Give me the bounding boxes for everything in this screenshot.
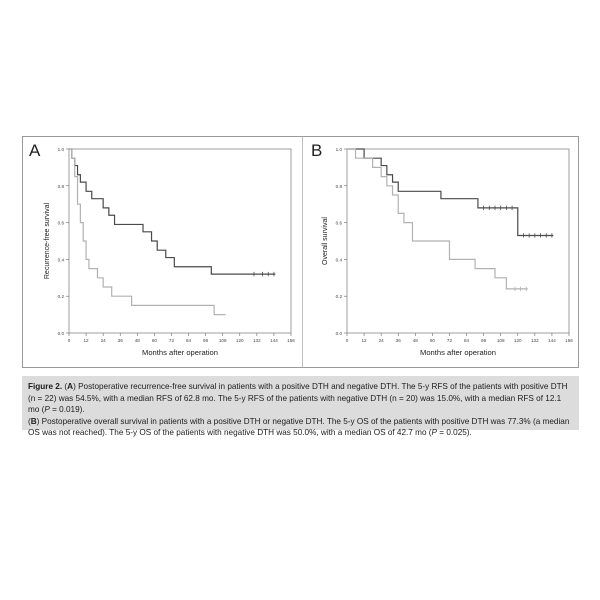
y-tick-label: 0.0 xyxy=(58,331,65,336)
x-tick-label: 24 xyxy=(379,338,385,343)
survival-curve-0-0 xyxy=(69,148,276,275)
y-tick-label: 0.2 xyxy=(336,294,343,299)
caption-p1-text: ) Postoperative recurrence-free survival… xyxy=(28,382,568,414)
y-tick-label: 0.8 xyxy=(336,184,343,189)
y-tick-label: 0.2 xyxy=(58,294,65,299)
x-tick-label: 120 xyxy=(236,338,244,343)
caption-p2-text: ) Postoperative overall survival in pati… xyxy=(28,416,570,438)
caption-p2-p: P xyxy=(431,428,437,437)
x-tick-label: 72 xyxy=(169,338,175,343)
y-tick-label: 0.4 xyxy=(58,257,65,262)
x-tick-label: 96 xyxy=(203,338,209,343)
panel-b: B 0.0 0.2 0.4 0.6 0.8 1.0 0 12 24 36 48 60 72 84 96 108… xyxy=(302,137,581,367)
x-tick-label: 48 xyxy=(135,338,141,343)
x-tick-label: 108 xyxy=(219,338,227,343)
panel-a-letter: A xyxy=(29,141,41,160)
x-tick-label: 0 xyxy=(346,338,349,343)
x-tick-label: 24 xyxy=(101,338,107,343)
x-tick-label: 96 xyxy=(481,338,487,343)
x-axis-label: Months after operation xyxy=(142,348,218,357)
x-tick-label: 36 xyxy=(396,338,402,343)
x-tick-label: 132 xyxy=(253,338,261,343)
x-tick-label: 60 xyxy=(430,338,436,343)
plot-area-1 xyxy=(346,148,570,334)
y-tick-label: 1.0 xyxy=(336,147,343,152)
survival-curve-1-1 xyxy=(347,148,528,290)
x-tick-label: 12 xyxy=(362,338,368,343)
figure-frame: A 0.0 0.2 0.4 0.6 0.8 1.0 0 12 24 36 48 60 72 84 96 108… xyxy=(22,136,579,368)
chart-a-svg: 0.0 0.2 0.4 0.6 0.8 1.0 0 12 24 36 48 60 72 84 96 108 12… xyxy=(44,147,295,357)
x-tick-label: 144 xyxy=(548,338,556,343)
caption-p1-open: ( xyxy=(62,382,68,391)
survival-curve-0-1 xyxy=(69,148,226,316)
caption-a-letter: A xyxy=(67,382,74,391)
caption-p1-end: = 0.019). xyxy=(49,405,85,414)
x-tick-label: 120 xyxy=(514,338,522,343)
x-tick-label: 84 xyxy=(186,338,192,343)
y-tick-label: 0.8 xyxy=(58,184,65,189)
caption-p2-end: = 0.025). xyxy=(436,428,472,437)
x-tick-label: 156 xyxy=(565,338,573,343)
caption-p1-p: P xyxy=(44,405,50,414)
x-axis-label: Months after operation xyxy=(420,348,496,357)
x-tick-label: 36 xyxy=(118,338,124,343)
x-tick-label: 84 xyxy=(464,338,470,343)
y-tick-label: 0.6 xyxy=(58,221,65,226)
x-tick-label: 12 xyxy=(84,338,90,343)
x-tick-label: 0 xyxy=(68,338,71,343)
y-axis-label: Overall survival xyxy=(322,217,329,265)
x-tick-label: 144 xyxy=(270,338,278,343)
figure-caption: Figure 2. (A) Postoperative recurrence-f… xyxy=(22,376,579,437)
panel-b-letter: B xyxy=(311,141,323,160)
y-tick-label: 0.4 xyxy=(336,257,343,262)
y-axis-label: Recurrence-free survival xyxy=(44,202,51,279)
caption-b-letter: B xyxy=(30,416,37,426)
x-tick-label: 48 xyxy=(413,338,419,343)
chart-b-svg: 0.0 0.2 0.4 0.6 0.8 1.0 0 12 24 36 48 60 72 84 96 108 12… xyxy=(322,147,573,357)
survival-curve-1-0 xyxy=(347,148,554,237)
x-tick-label: 108 xyxy=(497,338,505,343)
x-tick-label: 156 xyxy=(287,338,295,343)
x-tick-label: 72 xyxy=(447,338,453,343)
x-tick-label: 60 xyxy=(152,338,158,343)
y-tick-label: 0.6 xyxy=(336,221,343,226)
panel-a: A 0.0 0.2 0.4 0.6 0.8 1.0 0 12 24 36 48 60 72 84 96 108… xyxy=(23,137,301,367)
y-tick-label: 1.0 xyxy=(58,147,65,152)
y-tick-label: 0.0 xyxy=(336,331,343,336)
caption-p2-open: ( xyxy=(28,416,31,426)
x-tick-label: 132 xyxy=(531,338,539,343)
plot-area-0 xyxy=(68,148,292,334)
caption-label: Figure 2. xyxy=(28,382,63,391)
